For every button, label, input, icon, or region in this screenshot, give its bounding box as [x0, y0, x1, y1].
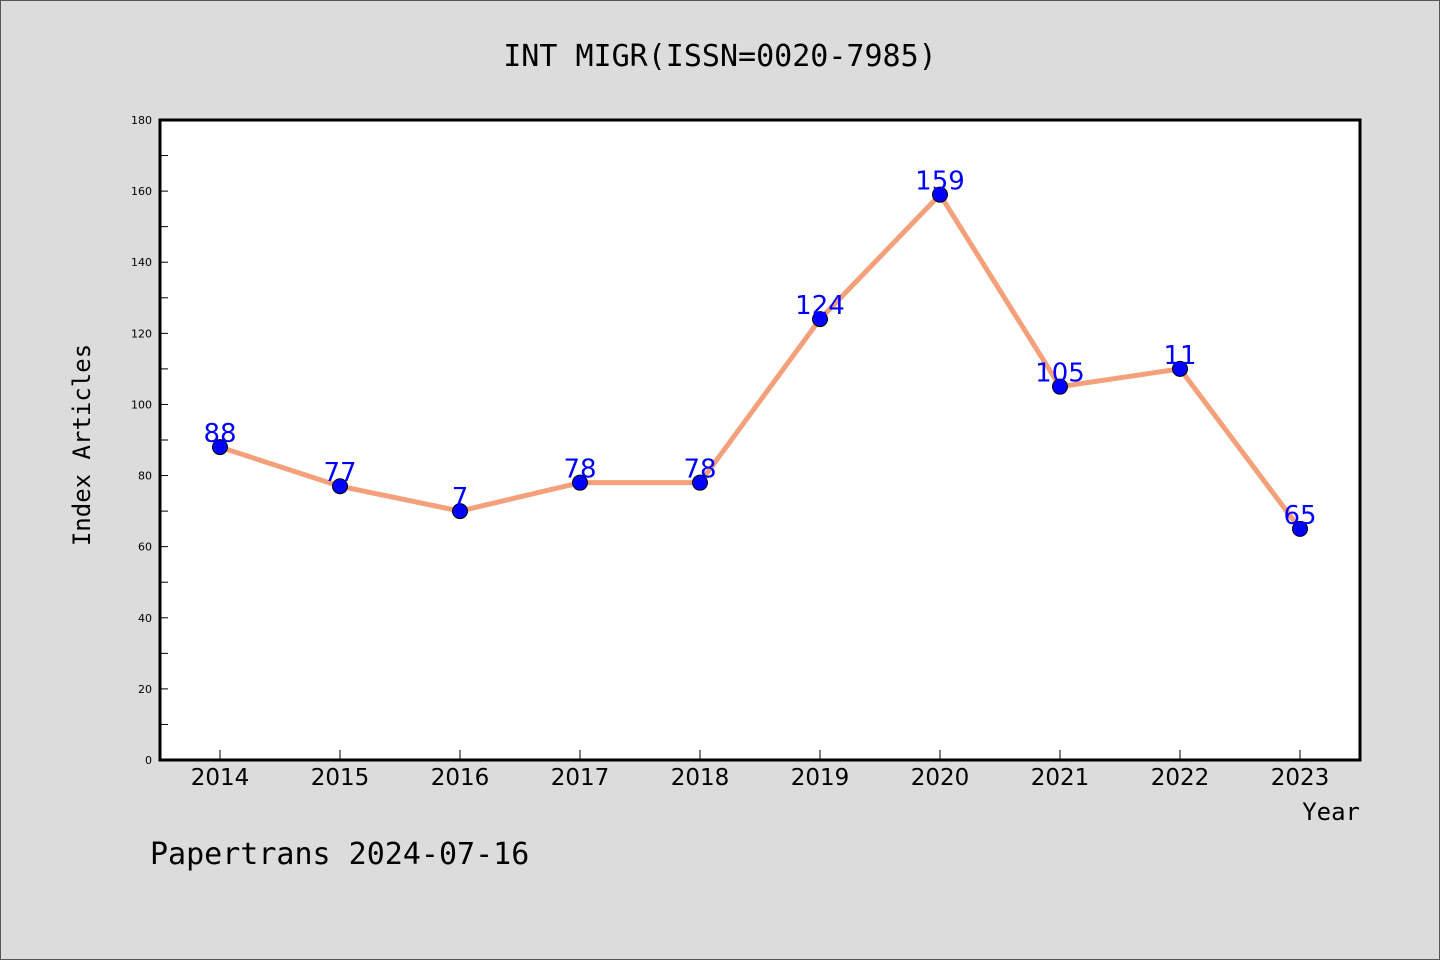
- data-label: 159: [915, 167, 965, 197]
- data-label: 65: [1283, 501, 1316, 531]
- data-point: [1172, 360, 1188, 377]
- data-point: [452, 503, 468, 520]
- data-point: [572, 474, 588, 491]
- y-tick-label: 100: [131, 398, 152, 411]
- y-axis: 0 20 40 60 80 100 120 140 160 180: [131, 114, 168, 767]
- y-tick-label: 80: [138, 470, 152, 483]
- y-tick-label: 0: [145, 754, 152, 767]
- data-point: [1292, 520, 1308, 537]
- y-tick-label: 140: [131, 256, 152, 269]
- plot-border: [158, 118, 1362, 762]
- x-tick-label: 2017: [551, 765, 610, 791]
- x-tick-label: 2019: [791, 765, 850, 791]
- plot-area: [160, 120, 1360, 760]
- y-tick-label: 160: [131, 185, 152, 198]
- y-tick-label: 40: [138, 612, 152, 625]
- y-axis-label: Index Articles: [68, 344, 96, 546]
- data-point: [692, 474, 708, 491]
- data-label: 78: [563, 455, 596, 485]
- x-tick-label: 2020: [911, 765, 970, 791]
- data-label: 88: [203, 419, 236, 449]
- data-point: [332, 478, 348, 495]
- y-tick-label: 20: [138, 683, 152, 696]
- x-tick-label: 2021: [1031, 765, 1090, 791]
- x-tick-label: 2023: [1271, 765, 1330, 791]
- x-tick-label: 2016: [431, 765, 490, 791]
- y-tick-label: 180: [131, 114, 152, 127]
- series-line: [217, 192, 1303, 532]
- x-tick-label: 2022: [1151, 765, 1210, 791]
- footer-watermark: Papertrans 2024-07-16: [150, 837, 529, 872]
- x-tick-label: 2014: [191, 765, 250, 791]
- data-label: 105: [1035, 359, 1085, 389]
- chart-title: INT MIGR(ISSN=0020-7985): [503, 39, 936, 74]
- data-point: [1052, 378, 1068, 395]
- x-axis: 2014 2015 2016 2017 2018 2019 2020 2021 2022 2023: [191, 750, 1330, 791]
- x-tick-label: 2018: [671, 765, 730, 791]
- data-label: 77: [323, 458, 356, 488]
- data-label: 124: [795, 291, 845, 321]
- data-point: [932, 186, 948, 203]
- data-point: [212, 439, 228, 456]
- y-tick-label: 60: [138, 541, 152, 554]
- x-tick-label: 2015: [311, 765, 370, 791]
- y-tick-label: 120: [131, 327, 152, 340]
- data-label: 11: [1163, 341, 1196, 371]
- data-label: 7: [452, 483, 469, 513]
- x-axis-label: Year: [1302, 798, 1360, 826]
- data-label: 78: [683, 455, 716, 485]
- data-point: [812, 311, 828, 328]
